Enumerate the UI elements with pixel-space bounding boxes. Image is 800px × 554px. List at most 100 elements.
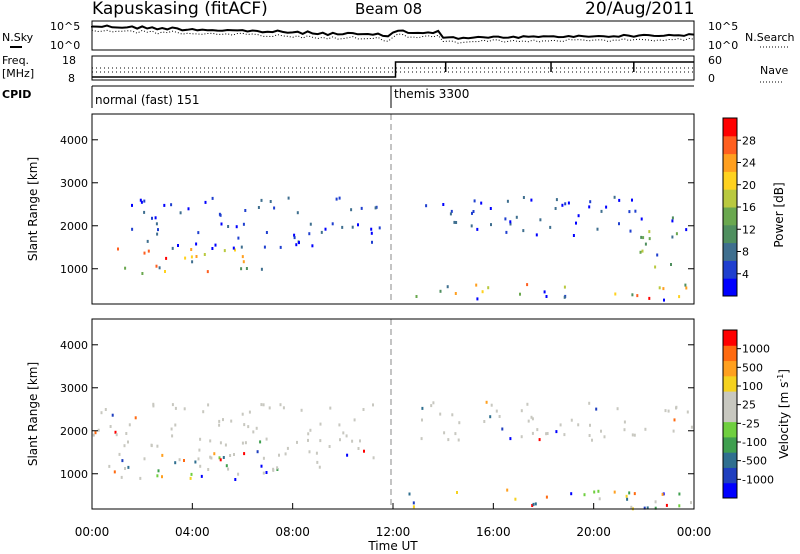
echo-cell [143,251,146,255]
echo-cell [243,452,246,456]
echo-cell [155,264,158,268]
echo-cell [616,407,619,411]
y-tick-label: 2000 [60,425,88,438]
echo-cell [470,224,473,228]
echo-cell [272,468,275,472]
echo-cell [595,407,598,411]
echo-cell [353,418,356,422]
echo-cell [626,497,629,501]
echo-cell [454,432,457,436]
echo-cell [522,196,525,199]
echo-cell [480,201,483,205]
echo-cell [536,428,539,432]
echo-cell [295,243,298,247]
echo-cell [183,459,185,462]
echo-cell [233,453,235,456]
echo-cell [269,200,272,203]
colorbar-swatch [723,467,737,484]
echo-cell [432,401,435,405]
echo-cell [583,493,586,497]
echo-cell [421,406,424,410]
colorbar-tick-label: 100 [742,380,763,393]
echo-cell [351,225,354,229]
nsky-label: N.Sky [2,31,34,44]
power-colorbar: 28 24 20 16 12 8 4 [722,117,756,297]
echo-cell [670,263,672,266]
colorbar-tick-label: -100 [742,436,767,449]
echo-cell [636,294,639,298]
echo-cell [600,209,603,213]
velocity-panel: 4000 3000 2000 1000 Slant Range [km] 1000 50… [26,318,791,553]
echo-cell [157,469,160,473]
echo-cell [315,451,318,455]
echo-cell [362,408,365,411]
echo-cell [412,505,415,509]
echo-cell [189,476,192,480]
noise-tick-bottom: 10^0 [50,39,80,52]
echo-cell [232,246,235,250]
echo-cell [247,425,250,429]
echo-cell [293,233,296,237]
beam-title: Beam 08 [355,0,422,18]
echo-cell [495,409,498,413]
echo-cell [207,403,210,407]
echo-cell [262,456,265,460]
echo-cell [415,295,418,298]
echo-cell [363,449,365,453]
echo-cell [243,423,246,427]
colorbar-swatch [723,153,737,172]
echo-cell [164,270,166,273]
echo-cell [245,267,248,270]
velocity-cbar-label-main: Velocity [m s [777,382,791,459]
echo-cell [475,283,478,287]
echo-cell [471,211,473,215]
freq-unit-label: [MHz] [2,67,34,80]
echo-cell [260,198,263,202]
echo-cell [613,490,616,494]
power-cells [117,195,688,302]
colorbar-frame [722,329,738,499]
echo-cell [618,222,620,226]
echo-cell [298,241,300,245]
echo-cell [319,422,322,426]
echo-cell [439,412,442,416]
echo-cell [171,246,174,250]
echo-cell [115,433,118,437]
colorbar-tick-label: -1000 [742,473,774,486]
echo-cell [563,433,566,437]
echo-cell [628,491,631,495]
echo-cell [596,227,599,231]
echo-cell [265,471,268,474]
echo-cell [526,402,529,406]
echo-cell [555,430,558,434]
echo-cell [206,270,209,274]
y-tick-label: 4000 [60,339,88,352]
colorbar-swatch [723,375,737,392]
echo-cell [665,503,668,507]
y-tick-label: 1000 [60,263,88,276]
echo-cell [273,206,276,210]
echo-cell [555,198,558,202]
echo-cell [509,437,512,441]
echo-cell [229,454,232,457]
echo-cell [357,223,359,227]
echo-cell [549,225,552,229]
colorbar-tick-label: 24 [742,157,756,170]
echo-cell [341,225,344,229]
echo-cell [487,286,490,290]
x-tick-label: 00:00 [677,525,712,539]
date-title: 20/Aug/2011 [585,0,695,19]
echo-cell [227,467,230,471]
echo-cell [643,506,646,510]
echo-cell [224,443,227,447]
echo-cell [531,504,534,507]
echo-cell [640,217,643,221]
echo-cell [123,444,126,448]
echo-cell [506,488,509,492]
echo-cell [222,418,224,422]
echo-cell [443,431,446,435]
time-x-axis: 00:00 04:00 08:00 12:00 16:00 20:00 00:00 [75,503,712,539]
echo-cell [174,461,177,465]
echo-cell [531,431,534,435]
cpid-label: CPID [2,88,31,101]
